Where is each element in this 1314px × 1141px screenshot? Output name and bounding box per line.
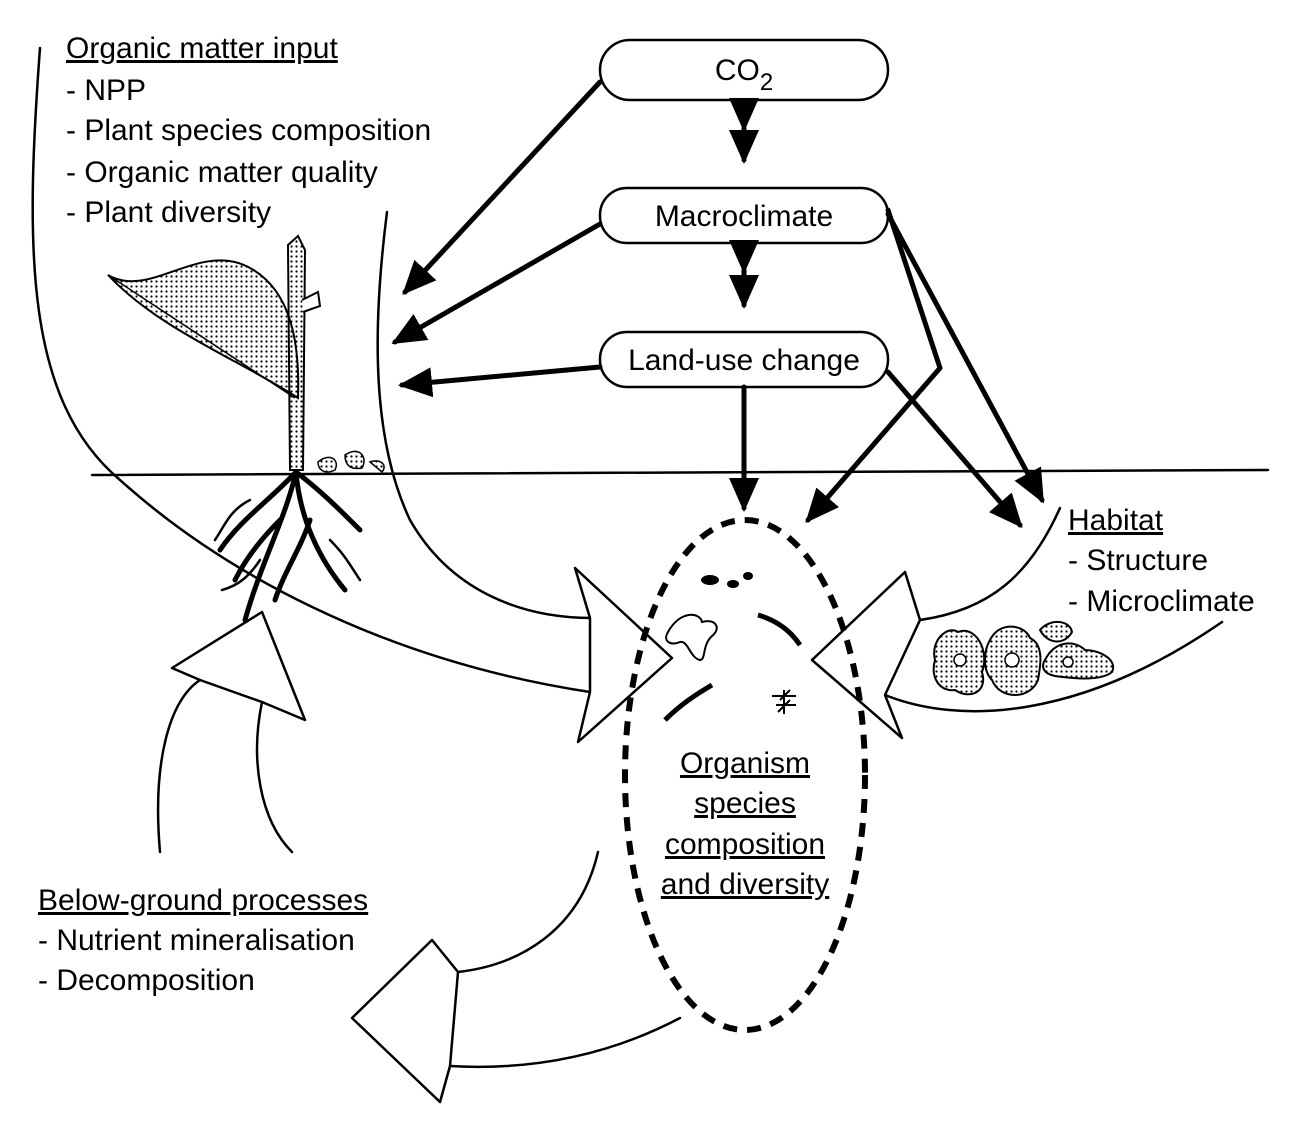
belowground-heading: Below-ground processes [38,884,368,917]
organism-label-line: Organism [680,747,810,780]
belowground-item: - Nutrient mineralisation [38,924,355,957]
soil-organisms [663,572,803,722]
upflow-curve-left [156,678,202,854]
plant-illustration [107,234,385,623]
organic-input-item: - Plant diversity [66,196,271,229]
organic-input-item: - NPP [66,74,146,107]
soil-aggregates-illustration [932,621,1115,696]
macroclimate-to-organism-arrow [805,207,943,524]
landuse-to-habitat-arrow [885,369,1023,529]
worm-icon [663,682,714,722]
roots-icon [217,469,363,623]
organism-label-line: and diversity [661,868,829,901]
upflow-curve-right [255,700,294,854]
hollow-arrow-left-into-organism [573,566,674,744]
habitat-bottom-curve [883,620,1224,713]
litter-icon [317,450,385,474]
belowground-item: - Decomposition [38,964,255,997]
co2-to-plant-arrow [402,79,603,295]
macroclimate-to-habitat-arrow [885,211,1045,504]
leaf-icon [107,259,300,400]
habitat-heading: Habitat [1068,504,1164,537]
organism-label-line: composition [665,828,825,861]
landuse-to-plant-arrow [398,364,603,398]
worm-icon [757,612,803,647]
organism-ellipse [622,517,868,1033]
organism-dot-icon [701,575,719,585]
organism-dot-icon [727,580,739,588]
macroclimate-to-plant-arrow [391,221,603,345]
hollow-arrow-belowground [350,938,460,1104]
stem-icon [286,234,307,471]
organic-input-item: - Plant species composition [66,114,431,147]
landuse-label: Land-use change [628,344,860,377]
organic-input-heading: Organic matter input [66,32,338,65]
organic-input-item: - Organic matter quality [66,156,378,189]
co2-label: CO2 [715,54,773,96]
inner-flow-curve [376,210,594,620]
mite-icon [772,689,796,714]
ground-line [90,468,1270,477]
habitat-item: - Microclimate [1068,585,1255,618]
organic-flow-curve [31,46,592,694]
belowground-curve-upper [456,850,600,974]
habitat-flow-curve [918,506,1062,622]
macroclimate-label: Macroclimate [655,200,833,233]
springtail-icon [665,613,718,662]
organism-label-line: species [694,787,796,820]
hollow-arrow-up-into-plant [170,610,307,722]
belowground-curve-lower [448,1016,682,1069]
organism-dot-icon [743,572,753,580]
habitat-item: - Structure [1068,544,1208,577]
